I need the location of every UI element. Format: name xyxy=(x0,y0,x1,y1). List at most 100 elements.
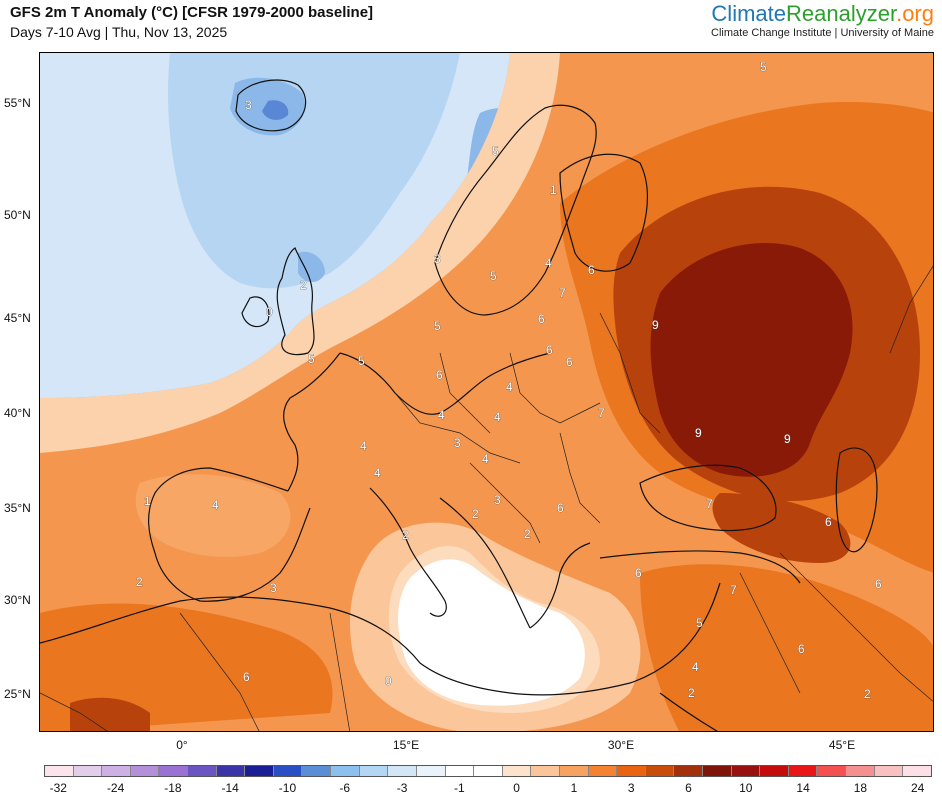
colorbar-swatch xyxy=(588,766,618,776)
colorbar-tick-label: 1 xyxy=(570,781,578,795)
contour-labels: 3 2 0 5 5 1 3 5 4 6 7 6 5 9 5 5 6 6 6 4 … xyxy=(136,60,883,702)
border-1 xyxy=(394,392,521,464)
contour-label: 3 xyxy=(270,581,277,595)
brand-name-org: .org xyxy=(896,1,934,26)
colorbar-legend xyxy=(44,765,932,777)
coastline-greece xyxy=(529,542,591,629)
anomaly-map: 3 2 0 5 5 1 3 5 4 6 7 6 5 9 5 5 6 6 6 4 … xyxy=(39,52,934,732)
coastline-iceland xyxy=(235,79,307,132)
chart-subtitle: Days 7-10 Avg | Thu, Nov 13, 2025 xyxy=(10,24,228,40)
colorbar-tick-label: -18 xyxy=(164,781,182,795)
contour-label: 6 xyxy=(825,515,832,529)
coastline-scandinavia xyxy=(434,104,597,316)
contour-label: 3 xyxy=(494,493,501,507)
contour-label: 4 xyxy=(438,408,445,422)
contour-label: 6 xyxy=(436,368,443,382)
coastline-italy xyxy=(369,487,447,617)
border-12 xyxy=(889,265,933,354)
coastline-ireland xyxy=(241,296,270,328)
mediterranean-white-core xyxy=(398,559,585,706)
border-9 xyxy=(779,552,933,702)
colorbar-swatch xyxy=(559,766,589,776)
border-4 xyxy=(599,312,661,434)
colorbar-swatch xyxy=(645,766,675,776)
lon-label-15e: 15°E xyxy=(392,738,420,752)
colorbar-tick-label: -6 xyxy=(339,781,351,795)
caucasus-red-brown-region xyxy=(712,493,851,563)
colorbar-swatch xyxy=(874,766,904,776)
coastline-france xyxy=(283,352,341,492)
contour-label: 5 xyxy=(696,616,703,630)
coastline-red-sea xyxy=(659,692,718,731)
lon-label-45e: 45°E xyxy=(828,738,856,752)
contour-label: 3 xyxy=(245,98,252,112)
colorbar-tick-label: 0 xyxy=(513,781,520,795)
contour-label: 6 xyxy=(635,566,642,580)
colorbar-swatch xyxy=(445,766,475,776)
brand-name-climate: Climate xyxy=(711,1,786,26)
colorbar-swatch xyxy=(788,766,818,776)
scotland-cold-region xyxy=(298,251,325,282)
contour-label: 0 xyxy=(266,305,273,319)
contour-label: 5 xyxy=(490,269,497,283)
colorbar-swatch xyxy=(216,766,246,776)
colorbar-tick-label: 18 xyxy=(853,781,868,795)
border-6 xyxy=(469,462,541,544)
coastline-levant xyxy=(629,582,721,684)
colorbar-swatch xyxy=(703,766,732,776)
coastline-north-africa xyxy=(40,596,631,696)
chart-title: GFS 2m T Anomaly (°C) [CFSR 1979-2000 ba… xyxy=(10,4,374,21)
border-5 xyxy=(559,432,601,524)
contour-label: 9 xyxy=(695,426,702,440)
colorbar-tick-label: -32 xyxy=(49,781,67,795)
coastline-iberia xyxy=(148,467,311,602)
lat-label-25n: 25°N xyxy=(4,687,31,701)
contour-label: 5 xyxy=(760,60,767,74)
colorbar-swatch xyxy=(188,766,217,776)
contour-label: 2 xyxy=(136,575,143,589)
colorbar-tick-label: -1 xyxy=(454,781,465,795)
border-2 xyxy=(439,352,491,434)
contour-label: 6 xyxy=(798,642,805,656)
contour-label: 3 xyxy=(434,252,441,266)
lon-label-0: 0° xyxy=(176,738,188,752)
contour-label: 2 xyxy=(402,528,409,542)
contour-label: 0 xyxy=(385,674,392,688)
colorbar-swatch xyxy=(416,766,446,776)
colorbar-swatch xyxy=(674,766,704,776)
iberia-light-orange xyxy=(135,474,291,557)
colorbar-tick-label: -3 xyxy=(396,781,408,795)
contour-label: 5 xyxy=(308,352,315,366)
contour-label: 6 xyxy=(566,355,573,369)
colorbar-swatch xyxy=(388,766,417,776)
brand-logo[interactable]: ClimateReanalyzer.org Climate Change Ins… xyxy=(711,2,934,40)
colorbar-swatch xyxy=(45,766,74,776)
colorbar-tick-label: 3 xyxy=(627,781,635,795)
contour-label: 5 xyxy=(358,354,365,368)
lat-label-40n: 40°N xyxy=(4,406,31,420)
contour-label: 2 xyxy=(472,507,479,521)
colorbar-swatch xyxy=(731,766,761,776)
colorbar-swatch xyxy=(130,766,160,776)
contour-label: 9 xyxy=(784,432,791,446)
contour-label: 4 xyxy=(506,380,513,394)
contour-label: 6 xyxy=(875,577,882,591)
contour-label: 4 xyxy=(692,660,699,674)
contour-label: 2 xyxy=(524,527,531,541)
border-11 xyxy=(40,692,108,731)
contour-label: 7 xyxy=(598,406,605,420)
contour-label: 4 xyxy=(212,498,219,512)
map-svg: 3 2 0 5 5 1 3 5 4 6 7 6 5 9 5 5 6 6 6 4 … xyxy=(40,53,933,731)
lat-label-30n: 30°N xyxy=(4,593,31,607)
lat-label-45n: 45°N xyxy=(4,311,31,325)
coastline-turkey xyxy=(599,550,801,584)
contour-label: 2 xyxy=(688,686,695,700)
contour-label: 6 xyxy=(546,343,553,357)
contour-label: 7 xyxy=(706,497,713,511)
brand-name: ClimateReanalyzer.org xyxy=(711,2,934,26)
country-borders xyxy=(40,265,933,731)
lat-label-50n: 50°N xyxy=(4,208,31,222)
colorbar-swatch xyxy=(73,766,103,776)
contour-label: 6 xyxy=(538,312,545,326)
border-3 xyxy=(509,352,601,424)
